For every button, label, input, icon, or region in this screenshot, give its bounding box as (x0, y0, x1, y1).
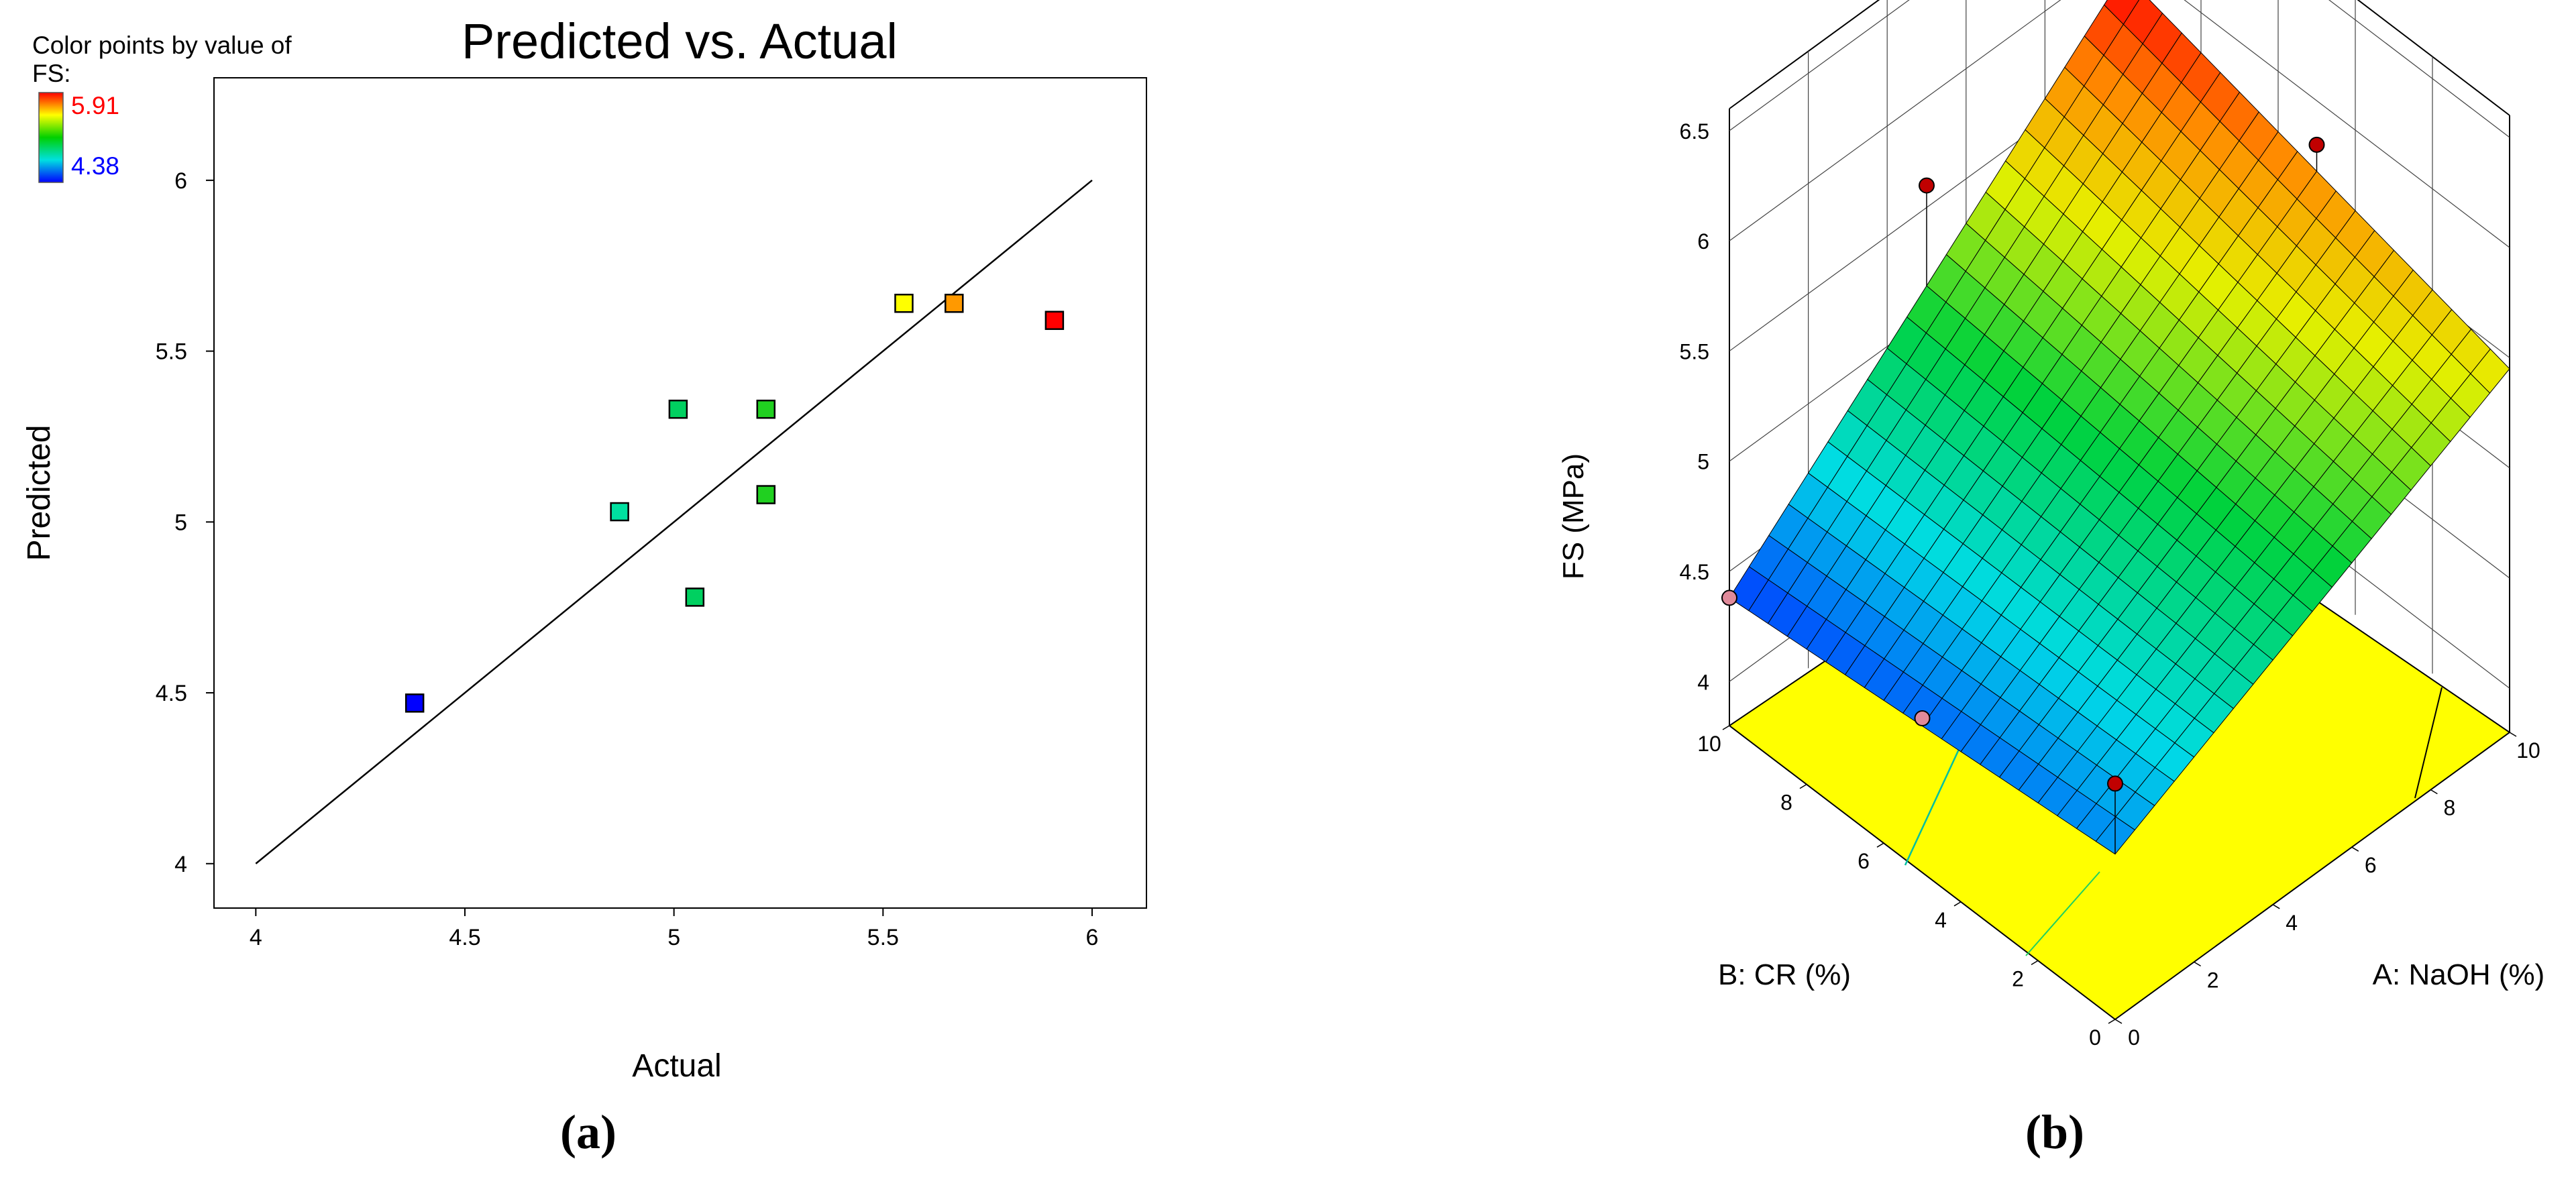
wall-grid-line (1729, 0, 1910, 131)
a-tick-label: 4 (2286, 911, 2298, 935)
data-point (1044, 311, 1065, 330)
z-tick-label: 6 (1697, 229, 1709, 254)
a-tick-mark (2509, 732, 2517, 737)
box-edge (1729, 0, 1880, 109)
a-tick-mark (2194, 961, 2201, 967)
surface-cell (2123, 0, 2163, 44)
a-tick-label: 6 (2365, 853, 2377, 877)
a-tick-label: 10 (2516, 738, 2540, 763)
z-tick-label: 5.5 (1680, 339, 1709, 363)
caption-b: (b) (2025, 1105, 2084, 1159)
legend-title-line1: Color points by value of (32, 32, 292, 59)
caption-a: (a) (560, 1105, 616, 1159)
reference-line (255, 179, 1093, 864)
data-point (405, 693, 425, 713)
data-point (945, 293, 964, 313)
b-axis-label: B: CR (%) (1718, 958, 1851, 991)
floor-contour-line-2 (2414, 687, 2443, 799)
b-tick-label: 6 (1858, 849, 1870, 873)
x-tick-label: 4 (250, 925, 262, 950)
wall-grid-line (1729, 0, 2061, 241)
a-tick-label: 8 (2444, 796, 2456, 820)
axis-ticks-b: 4 4.5 5 5.5 6 6.5 0 2 4 6 8 10 0 2 4 6 8 10 (1680, 119, 2540, 1050)
a-axis-label: A: NaOH (%) (2373, 958, 2545, 991)
design-point (2107, 775, 2123, 792)
surface-cell (2103, 0, 2140, 25)
b-tick-mark (1876, 842, 1884, 848)
data-point (668, 399, 688, 419)
box-edge (2357, 0, 2510, 116)
axis-ticks-a: 4 4.5 5 5.5 6 4 4.5 5 5.5 6 (156, 168, 1099, 950)
legend-min-label: 4.38 (71, 152, 119, 180)
color-legend: Color points by value of FS: 5.91 4.38 (32, 32, 292, 183)
design-point (1919, 177, 1935, 194)
a-tick-mark (2351, 846, 2359, 852)
y-tick-label: 5 (174, 510, 187, 535)
design-points (1721, 136, 2325, 854)
x-tick-label: 5.5 (867, 925, 899, 950)
z-tick-label: 5 (1697, 450, 1709, 474)
a-tick-mark (2272, 904, 2280, 909)
data-point (894, 293, 914, 313)
y-tick-label: 6 (174, 168, 187, 194)
data-point (610, 502, 629, 522)
y-tick-label: 5.5 (156, 339, 187, 365)
b-tick-label: 8 (1780, 791, 1792, 815)
response-surface-mesh (1729, 0, 2510, 855)
b-tick-mark (2108, 1019, 2116, 1024)
design-point (2308, 136, 2325, 153)
z-tick-label: 4 (1697, 670, 1709, 694)
a-tick-label: 2 (2207, 968, 2219, 992)
x-axis-label: Actual (632, 1048, 721, 1084)
y-axis-label: Predicted (21, 425, 57, 561)
b-tick-label: 4 (1935, 908, 1947, 932)
z-axis-label: FS (MPa) (1557, 453, 1590, 579)
b-tick-label: 10 (1697, 732, 1721, 756)
reference-line-group (255, 179, 1093, 864)
legend-color-bar (38, 92, 64, 183)
b-tick-label: 2 (2012, 966, 2024, 991)
a-tick-label: 0 (2128, 1025, 2140, 1050)
design-point (1914, 710, 1931, 726)
x-tick-label: 5 (667, 925, 680, 950)
wall-grid-line (2328, 0, 2510, 138)
b-tick-label: 0 (2089, 1025, 2101, 1050)
wall-grid-line (2184, 0, 2510, 248)
b-tick-mark (1953, 901, 1962, 907)
b-tick-mark (1722, 725, 1730, 730)
data-point (756, 399, 776, 419)
x-tick-label: 6 (1086, 925, 1099, 950)
data-points (405, 293, 1065, 713)
legend-max-label: 5.91 (71, 92, 119, 119)
y-tick-label: 4.5 (156, 681, 187, 706)
y-tick-label: 4 (174, 852, 187, 877)
design-point (1721, 590, 1737, 606)
chart-title: Predicted vs. Actual (462, 13, 898, 69)
z-tick-label: 6.5 (1680, 119, 1709, 144)
a-tick-mark (2114, 1019, 2123, 1024)
floor-contour-line-3 (2025, 871, 2100, 956)
z-tick-label: 4.5 (1680, 560, 1709, 584)
panel-b-response-surface: 4 4.5 5 5.5 6 6.5 0 2 4 6 8 10 0 2 4 6 8 10 FS (MPa) B: C… (1557, 0, 2544, 1159)
data-point (685, 587, 705, 607)
data-point (756, 485, 776, 504)
b-tick-mark (2031, 960, 2039, 966)
b-tick-mark (1799, 783, 1807, 789)
x-tick-label: 4.5 (449, 925, 480, 950)
panel-a-predicted-vs-actual: Predicted vs. Actual Color points by val… (21, 13, 1147, 1159)
a-tick-mark (2430, 789, 2438, 795)
plot-frame-a (213, 77, 1147, 909)
legend-title-line2: FS: (32, 60, 71, 87)
